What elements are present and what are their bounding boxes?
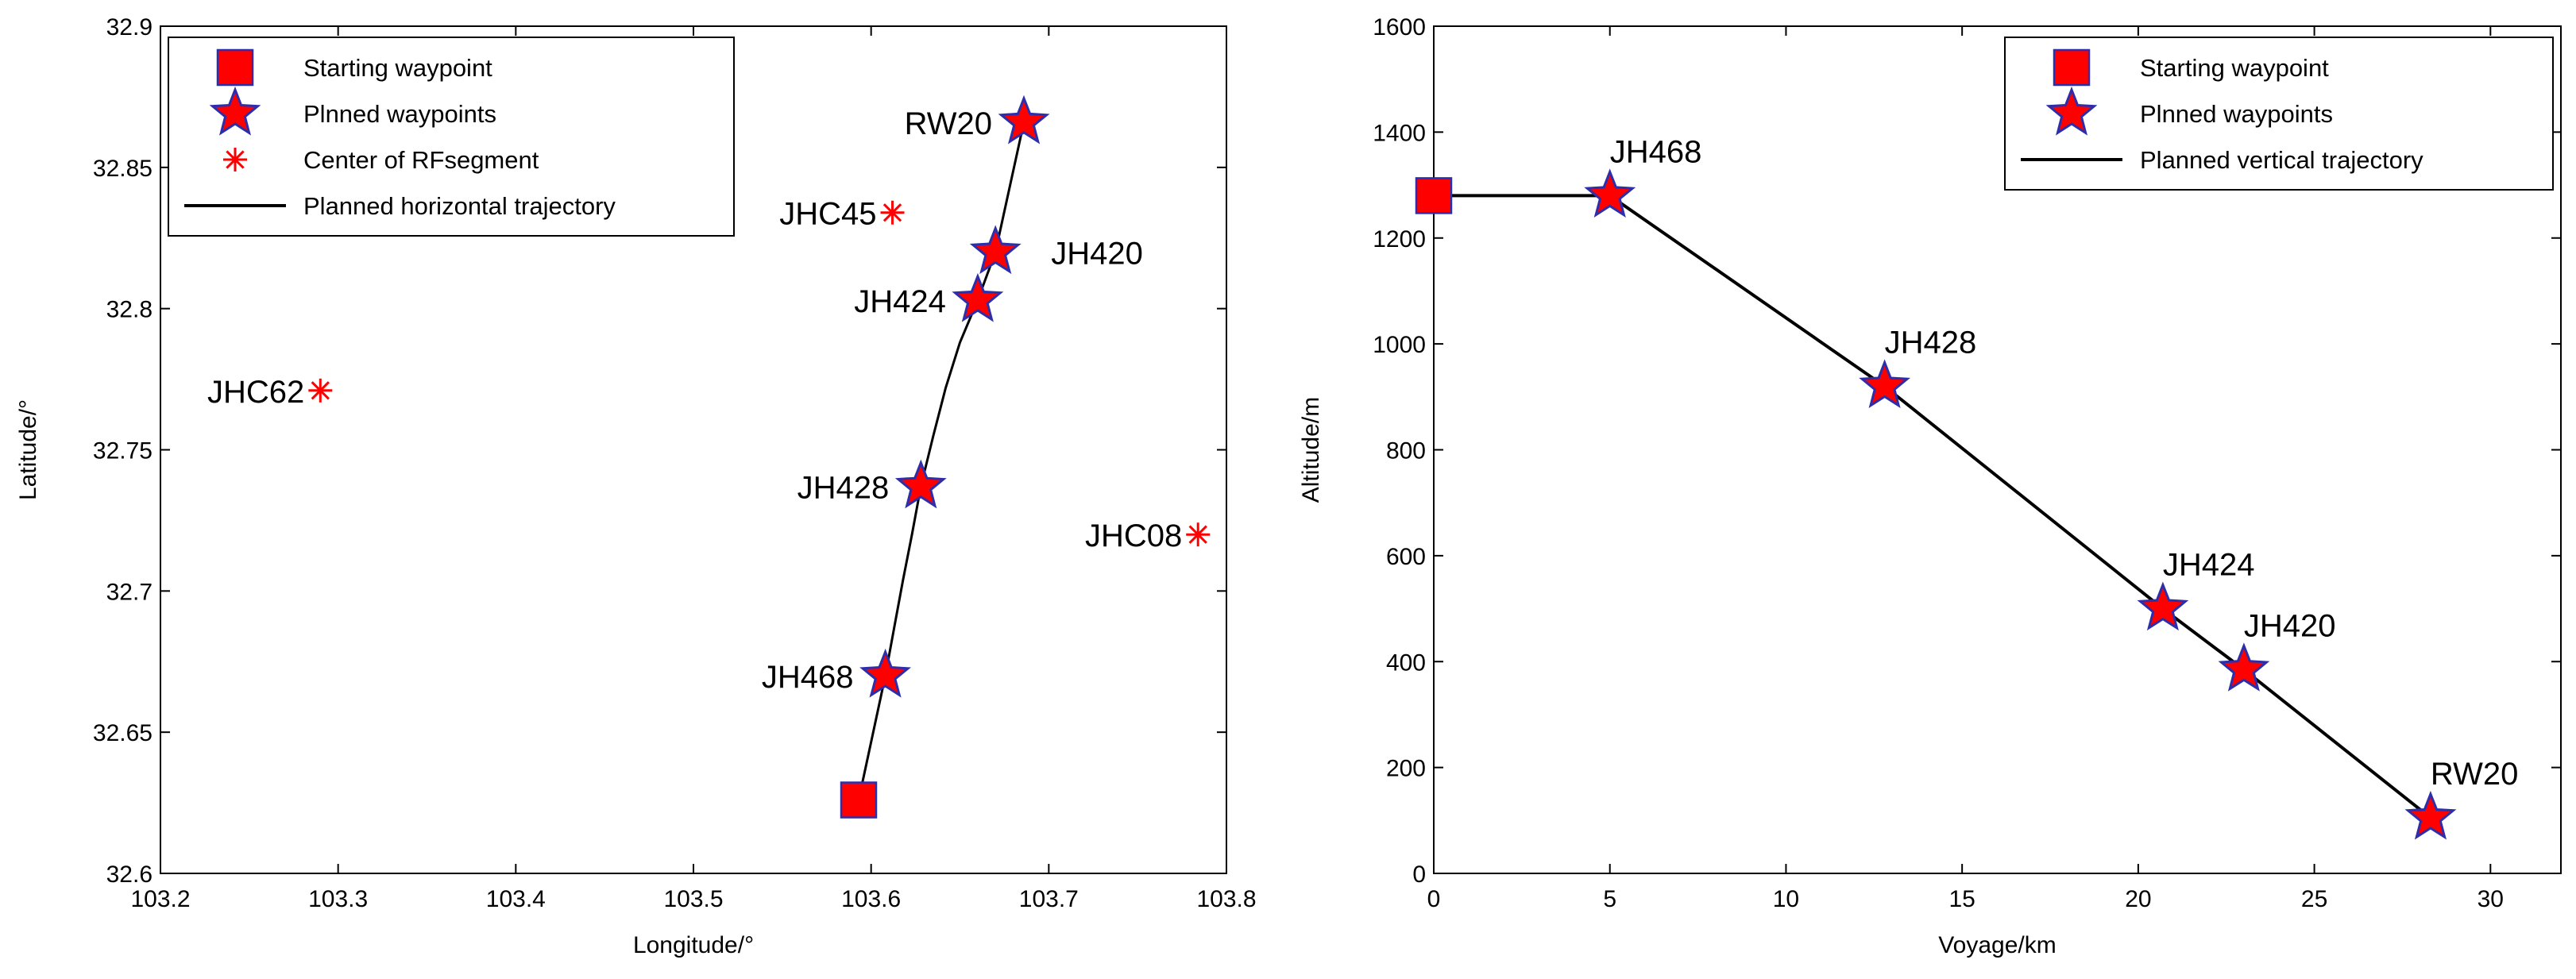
planned-waypoint-marker (2218, 642, 2270, 692)
y-tick-label: 200 (1386, 756, 1426, 782)
y-tick-label: 0 (1412, 861, 1426, 888)
legend-asterisk-icon (223, 148, 247, 172)
rf-center-marker (1186, 522, 1211, 547)
legend-entry-label: Starting waypoint (303, 54, 492, 82)
y-tick-label: 1400 (1373, 120, 1426, 146)
waypoint-label: RW20 (2431, 757, 2518, 792)
asterisk-stroke (311, 381, 330, 400)
legend: Starting waypoint Plnned waypoints Planned… (2004, 37, 2554, 191)
waypoint-label: JH428 (798, 471, 890, 506)
planned-waypoint-marker (2137, 581, 2189, 631)
vertical-profile-chart: 0 5 10 15 20 25 30 0 200 400 600 800 1000 1200 1400 160… (1298, 14, 2562, 958)
x-tick-label: 103.2 (130, 886, 190, 912)
legend-box (168, 37, 735, 237)
waypoint-label: RW20 (905, 106, 992, 141)
planned-waypoint-marker (894, 459, 947, 509)
waypoint-label: JH420 (2244, 608, 2336, 643)
y-tick-label: 600 (1386, 544, 1426, 570)
rf-center-marker (880, 200, 905, 225)
planned-waypoint-marker (969, 225, 1022, 275)
legend-star-icon (2045, 86, 2098, 136)
x-tick-label: 20 (2125, 886, 2151, 912)
x-tick-label: 103.6 (841, 886, 901, 912)
x-tick-label: 103.5 (663, 886, 723, 912)
rf-center-label: JHC45 (779, 197, 876, 232)
asterisk-stroke (1188, 525, 1207, 544)
y-tick-label: 32.7 (106, 579, 153, 605)
y-tick-label: 1200 (1373, 226, 1426, 252)
waypoint-label: JH424 (2163, 548, 2255, 583)
rf-center-label: JHC08 (1085, 518, 1182, 553)
legend-entry-label: Plnned waypoints (303, 100, 496, 128)
trajectory-line (1434, 194, 2432, 819)
x-tick-label: 103.3 (308, 886, 368, 912)
planned-waypoint-marker (2404, 790, 2457, 840)
x-tick-label: 30 (2478, 886, 2504, 912)
starting-waypoint-marker (1415, 177, 1453, 214)
x-axis-label: Longitude/° (633, 932, 754, 958)
x-tick-label: 103.7 (1019, 886, 1079, 912)
legend-entry-label: Planned horizontal trajectory (303, 192, 616, 220)
x-tick-label: 0 (1427, 886, 1441, 912)
rf-center-label: JHC62 (207, 375, 304, 410)
planned-waypoint-marker (859, 648, 911, 698)
rf-center-marker (308, 378, 333, 403)
planned-waypoint-marker (1584, 168, 1636, 218)
legend-entry-label: Center of RFsegment (303, 146, 539, 174)
x-tick-label: 103.8 (1196, 886, 1256, 912)
y-tick-label: 32.85 (93, 156, 153, 182)
waypoint-label: JH420 (1051, 237, 1143, 272)
planned-waypoint-marker (1859, 359, 1911, 409)
x-tick-label: 15 (1948, 886, 1975, 912)
y-tick-label: 1600 (1373, 14, 1426, 40)
planned-waypoint-marker (998, 94, 1050, 145)
starting-waypoint-marker (840, 781, 878, 819)
y-tick-label: 32.6 (106, 861, 153, 888)
y-tick-label: 32.8 (106, 297, 153, 323)
x-tick-label: 10 (1773, 886, 1799, 912)
y-tick-label: 32.75 (93, 438, 153, 464)
legend-box (2004, 37, 2554, 191)
y-tick-label: 400 (1386, 649, 1426, 676)
legend-star-icon (209, 86, 261, 136)
x-tick-label: 103.4 (486, 886, 546, 912)
legend-entry-label: Planned vertical trajectory (2140, 146, 2423, 174)
legend: Starting waypoint Plnned waypoints Center … (168, 37, 735, 237)
waypoint-label: JH428 (1885, 325, 1977, 360)
y-tick-label: 32.65 (93, 720, 153, 746)
waypoint-label: JH424 (854, 284, 946, 319)
y-tick-label: 32.9 (106, 14, 153, 40)
horizontal-trajectory-chart: 103.2 103.3 103.4 103.5 103.6 103.7 103.8 32.6 3… (15, 14, 1257, 958)
y-tick-label: 1000 (1373, 332, 1426, 358)
planned-waypoint-marker (952, 272, 1004, 322)
waypoint-label: JH468 (1610, 134, 1702, 169)
legend-square-icon (216, 48, 254, 87)
legend-square-icon (2053, 48, 2091, 87)
waypoint-label: JH468 (762, 660, 854, 695)
x-axis-label: Voyage/km (1938, 932, 2056, 958)
asterisk-stroke (226, 150, 245, 169)
legend-entry-label: Plnned waypoints (2140, 100, 2333, 128)
y-tick-label: 800 (1386, 438, 1426, 464)
x-tick-label: 5 (1603, 886, 1616, 912)
asterisk-stroke (882, 203, 902, 222)
y-axis-label: Latitude/° (15, 399, 41, 500)
y-axis-label: Altitude/m (1298, 397, 1324, 503)
x-tick-label: 25 (2301, 886, 2327, 912)
legend-entry-label: Starting waypoint (2140, 54, 2329, 82)
